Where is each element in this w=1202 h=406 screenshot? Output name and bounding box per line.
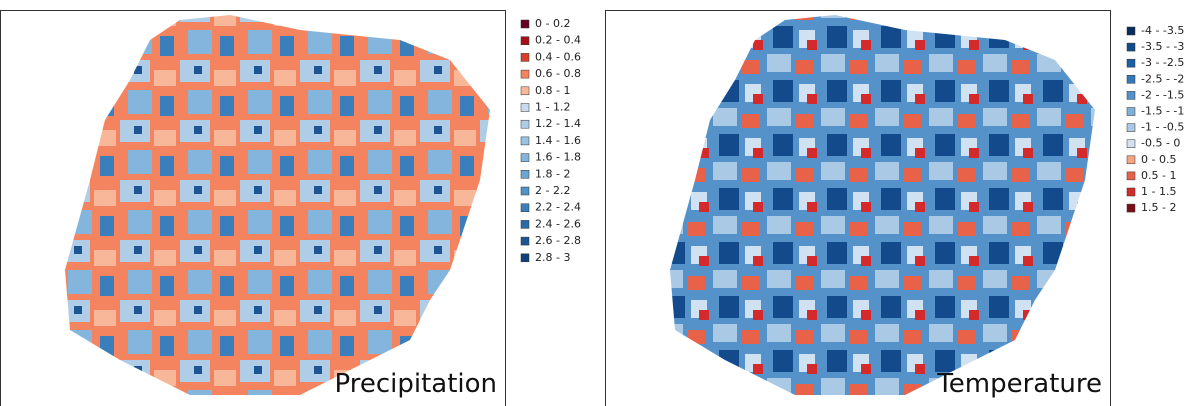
legend-label: 1.5 - 2 [1141, 201, 1176, 214]
legend-label: 1.2 - 1.4 [535, 117, 581, 130]
legend-swatch [1127, 108, 1135, 116]
legend-swatch [1127, 188, 1135, 196]
legend-label: -4 - -3.5 [1141, 24, 1184, 37]
legend-label: 0.8 - 1 [535, 84, 570, 97]
legend-label: -1.5 - -1 [1141, 105, 1184, 118]
legend-label: 2 - 2.2 [535, 184, 570, 197]
legend-swatch [521, 37, 529, 45]
legend-swatch [521, 254, 529, 262]
legend-swatch [521, 187, 529, 195]
legend-label: 0.2 - 0.4 [535, 34, 581, 47]
legend-swatch [521, 137, 529, 145]
legend-label: -1 - -0.5 [1141, 121, 1184, 134]
legend-swatch [1127, 59, 1135, 67]
legend-label: 0.4 - 0.6 [535, 50, 581, 63]
legend-swatch [521, 53, 529, 61]
legend-swatch [1127, 140, 1135, 148]
legend-label: 1 - 1.5 [1141, 185, 1176, 198]
legend-swatch [1127, 91, 1135, 99]
legend-label: 2.8 - 3 [535, 251, 570, 264]
legend-swatch [521, 204, 529, 212]
panel-title: Precipitation [334, 369, 497, 399]
legend-swatch [521, 104, 529, 112]
legend-swatch [1127, 43, 1135, 51]
legend-label: 2.6 - 2.8 [535, 234, 581, 247]
legend-swatch [1127, 172, 1135, 180]
legend-swatch [1127, 27, 1135, 35]
legend-swatch [521, 237, 529, 245]
legend-label: 1.8 - 2 [535, 167, 570, 180]
legend-swatch [521, 20, 529, 28]
legend-label: -3.5 - -3 [1141, 40, 1184, 53]
map-region [670, 15, 1095, 395]
map-region [65, 15, 490, 395]
legend-label: -2.5 - -2 [1141, 72, 1184, 85]
legend-label: 0.6 - 0.8 [535, 67, 581, 80]
legend-swatch [1127, 204, 1135, 212]
legend-label: 0 - 0.2 [535, 17, 570, 30]
legend-label: 2.2 - 2.4 [535, 201, 581, 214]
legend-label: 0 - 0.5 [1141, 153, 1176, 166]
map-figure: Precipitation Temperature 0 - 0.2 0.2 - 0… [0, 0, 1202, 406]
legend-label: 1.6 - 1.8 [535, 151, 581, 164]
panel-title: Temperature [936, 369, 1102, 399]
legend-label: 1 - 1.2 [535, 101, 570, 114]
legend-label: -2 - -1.5 [1141, 88, 1184, 101]
legend-swatch [521, 154, 529, 162]
legend-swatch [521, 170, 529, 178]
legend-label: 2.4 - 2.6 [535, 217, 581, 230]
legend-swatch [521, 70, 529, 78]
legend-swatch [521, 220, 529, 228]
legend-label: -0.5 - 0 [1141, 137, 1180, 150]
legend-swatch [521, 120, 529, 128]
legend-label: -3 - -2.5 [1141, 56, 1184, 69]
legend-swatch [1127, 124, 1135, 132]
legend-swatch [1127, 156, 1135, 164]
legend-swatch [521, 87, 529, 95]
legend-label: 0.5 - 1 [1141, 169, 1176, 182]
legend-label: 1.4 - 1.6 [535, 134, 581, 147]
legend-swatch [1127, 75, 1135, 83]
